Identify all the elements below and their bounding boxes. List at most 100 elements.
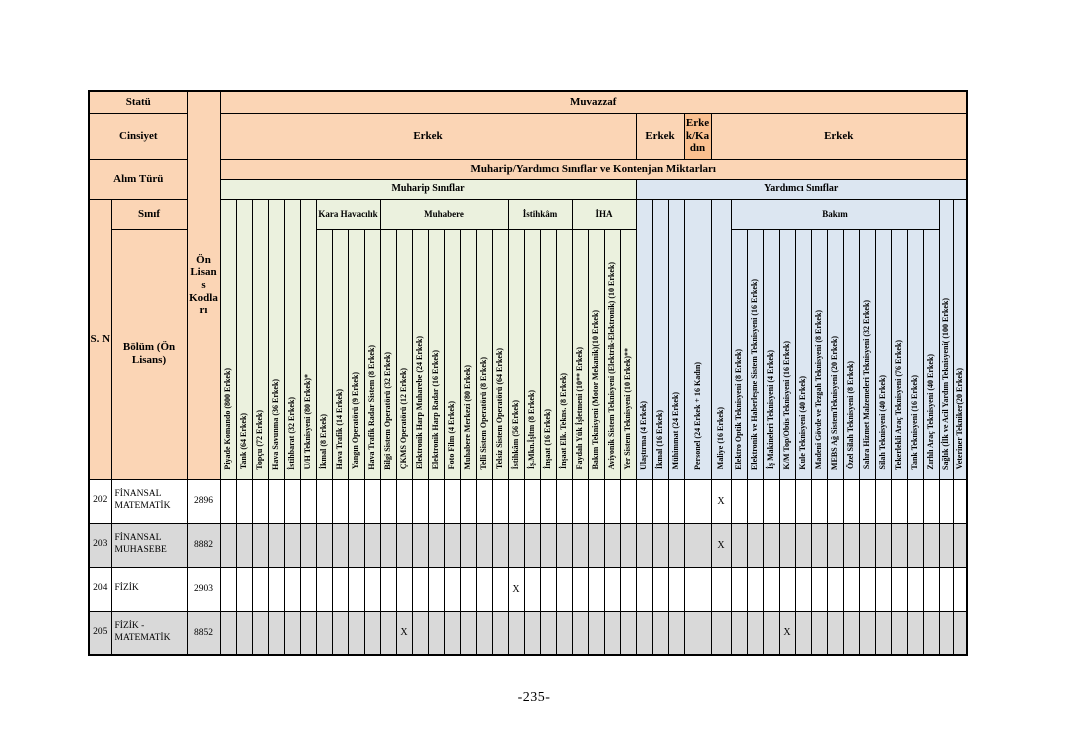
column-header-label: İstihbarat (32 Erkek) [287, 396, 296, 470]
column-header: Maliye (16 Erkek) [710, 198, 732, 480]
quota-cell [890, 522, 908, 568]
quota-mark-cell: X [395, 610, 413, 656]
column-header: İkmal (8 Erkek) [315, 228, 333, 480]
quota-cell [794, 566, 812, 612]
quota-cell [459, 478, 477, 524]
quota-cell [347, 522, 365, 568]
column-header: Madeni Gövde ve Tezgah Teknisyeni (8 Erk… [810, 228, 828, 480]
quota-cell [906, 566, 924, 612]
quota-cell [826, 478, 844, 524]
quota-cell [651, 610, 669, 656]
column-header: Yer Sistem Teknisyeni (10 Erkek)** [619, 228, 637, 480]
quota-cell [427, 610, 445, 656]
column-header-label: Tekerlekli Araç Teknisyeni (76 Erkek) [894, 339, 903, 470]
quota-cell [283, 566, 301, 612]
bolum-header: Bölüm (Ön Lisans) [110, 228, 188, 480]
quota-cell [475, 566, 493, 612]
group-header: Bakım [730, 198, 940, 230]
column-header-label: Kule Teknisyeni (40 Erkek) [798, 375, 807, 470]
quota-cell [219, 566, 237, 612]
quota-cell [555, 566, 573, 612]
quota-cell [683, 610, 712, 656]
quota-cell [952, 566, 968, 612]
quota-cell [667, 566, 685, 612]
quota-cell [219, 522, 237, 568]
column-header-label: Bakım Teknisyeni (Motor Mekanik)(10 Erke… [591, 310, 600, 470]
quota-cell [411, 478, 429, 524]
quota-cell [363, 610, 381, 656]
quota-cell [523, 566, 541, 612]
quota-cell [491, 610, 509, 656]
quota-cell [395, 478, 413, 524]
quota-cell [251, 566, 269, 612]
column-header-label: Zırhlı Araç Teknisyeni (40 Erkek) [926, 353, 935, 470]
quota-cell [778, 522, 796, 568]
quota-cell [523, 522, 541, 568]
column-header: Elektronik ve Haberleşme Sistem Teknisye… [746, 228, 764, 480]
statu-label: Statü [88, 90, 188, 114]
quota-cell [730, 610, 748, 656]
column-header-label: İkmal (16 Erkek) [655, 410, 664, 470]
quota-cell [938, 566, 954, 612]
quota-cell [874, 566, 892, 612]
alim-turu-row: Alım Türü Muharip/Yardımcı Sınıflar ve K… [88, 158, 968, 200]
column-header: Telsiz Sistem Operatörü (64 Erkek) [491, 228, 509, 480]
department-row: 205 FİZİK - MATEMATİK 8852 X X [88, 610, 968, 656]
quota-cell [459, 566, 477, 612]
column-header-label: İş.Mkn.İşltm (8 Erkek) [527, 390, 536, 470]
quota-cell [635, 478, 653, 524]
row-kod: 2896 [186, 478, 221, 524]
quota-cell [922, 478, 940, 524]
quota-cell [219, 478, 237, 524]
quota-mark-cell: X [710, 522, 732, 568]
quota-cell [906, 522, 924, 568]
quota-cell [363, 478, 381, 524]
quota-cell [315, 478, 333, 524]
column-header-label: Topçu (72 Erkek) [255, 409, 264, 470]
quota-cell [890, 478, 908, 524]
column-header-label: İnşaat (16 Erkek) [543, 409, 552, 470]
quota-cell [571, 610, 589, 656]
quota-cell [762, 566, 780, 612]
quota-cell [491, 478, 509, 524]
on-lisans-kodlari-header: Ön Lisans Kodları [186, 90, 221, 480]
quota-cell [283, 478, 301, 524]
quota-cell [347, 478, 365, 524]
column-header: Mühimmat (24 Erkek) [667, 198, 685, 480]
quota-cell [667, 478, 685, 524]
column-header-label: U/H Teknisyeni (80 Erkek)* [303, 374, 312, 470]
quota-mark-cell: X [710, 478, 732, 524]
quota-cell [571, 566, 589, 612]
quota-cell [491, 566, 509, 612]
column-header: Tank Teknisyeni (16 Erkek) [906, 228, 924, 480]
quota-cell [683, 478, 712, 524]
row-sn: 202 [88, 478, 112, 524]
quota-cell [619, 566, 637, 612]
quota-cell [267, 522, 285, 568]
quota-cell [762, 610, 780, 656]
column-header: Kule Teknisyeni (40 Erkek) [794, 228, 812, 480]
column-header-label: Telli Sistem Operatörü (8 Erkek) [479, 356, 488, 470]
quota-cell [603, 478, 621, 524]
quota-cell [555, 522, 573, 568]
quota-cell [858, 610, 876, 656]
column-header: ÇKMS Operatörü (12 Erkek) [395, 228, 413, 480]
quota-cell [507, 610, 525, 656]
column-header-label: Foto Film (4 Erkek) [447, 401, 456, 470]
quota-cell [710, 610, 732, 656]
column-header-label: MEBS Ağ SistemTeknisyeni (20 Erkek) [830, 335, 839, 470]
gender-header-erkek: Erkek [219, 112, 637, 160]
quota-cell [363, 522, 381, 568]
quota-cell [379, 522, 397, 568]
quota-cell [906, 478, 924, 524]
quota-cell [794, 522, 812, 568]
quota-cell [475, 522, 493, 568]
quota-cell [746, 566, 764, 612]
quota-cell [331, 610, 349, 656]
quota-cell [427, 566, 445, 612]
quota-cell [746, 478, 764, 524]
quota-cell [603, 610, 621, 656]
quota-cell [523, 478, 541, 524]
page-number: -235- [517, 690, 551, 705]
